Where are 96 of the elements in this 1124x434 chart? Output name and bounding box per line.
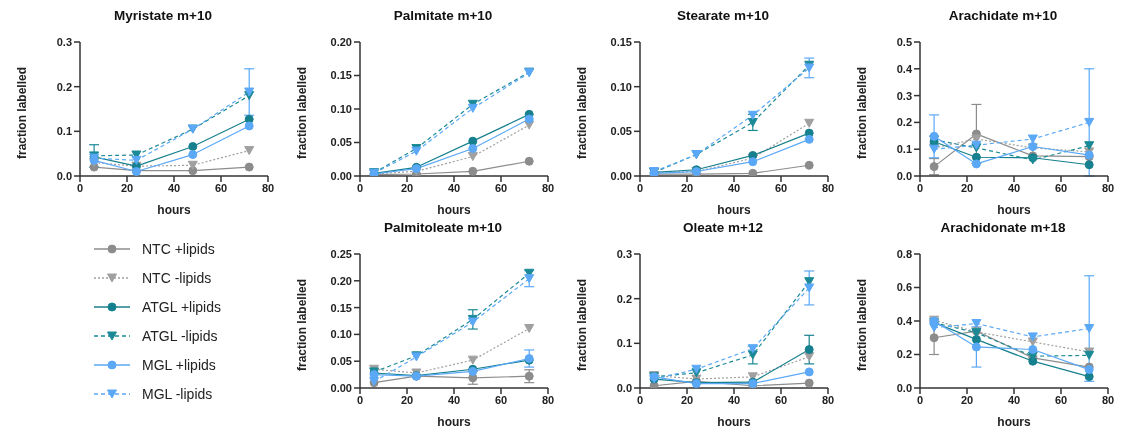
x-tick-label: 20 <box>680 181 694 194</box>
x-axis-title: hours <box>717 415 751 429</box>
y-tick-label: 0.20 <box>330 35 352 48</box>
y-tick-label: 0.15 <box>610 35 632 48</box>
chart-title: Arachidonate m+18 <box>939 220 1067 237</box>
y-tick-label: 0.00 <box>330 381 352 394</box>
y-tick-label: 0.3 <box>896 89 912 102</box>
x-tick-label: 0 <box>356 393 364 406</box>
y-tick-label: 0.05 <box>330 355 352 368</box>
chart-title: Myristate m+10 <box>113 8 213 25</box>
x-tick-label: 20 <box>400 181 414 194</box>
x-tick-label: 80 <box>261 181 275 194</box>
x-axis-title: hours <box>717 203 751 217</box>
y-axis-title: fraction labelled <box>15 66 30 159</box>
x-tick-label: 80 <box>1101 393 1115 406</box>
x-tick-label: 60 <box>214 181 228 194</box>
y-tick-label: 0.10 <box>610 80 632 93</box>
y-tick-label: 0.05 <box>610 125 632 138</box>
y-axis-title: fraction labelled <box>575 66 590 159</box>
x-tick-label: 20 <box>960 181 974 194</box>
x-tick-label: 80 <box>541 181 555 194</box>
x-tick-label: 60 <box>494 181 508 194</box>
x-tick-label: 80 <box>541 393 555 406</box>
x-tick-label: 20 <box>960 393 974 406</box>
y-tick-label: 0.4 <box>896 62 913 75</box>
y-tick-label: 0.15 <box>330 69 352 82</box>
y-tick-label: 0.0 <box>896 169 912 182</box>
chart-title: Stearate m+10 <box>676 8 770 25</box>
y-tick-label: 0.15 <box>330 301 352 314</box>
legend-label: NTC +lipids <box>142 240 215 257</box>
x-tick-label: 0 <box>636 393 644 406</box>
y-tick-label: 0.0 <box>896 381 912 394</box>
x-tick-label: 0 <box>916 181 924 194</box>
y-tick-label: 0.1 <box>56 125 72 138</box>
chart-title: Palmitate m+10 <box>392 8 494 25</box>
x-tick-label: 40 <box>727 393 741 406</box>
legend-label: ATGL +lipids <box>142 298 221 315</box>
x-tick-label: 20 <box>120 181 134 194</box>
x-tick-label: 80 <box>1101 181 1115 194</box>
x-tick-label: 60 <box>494 393 508 406</box>
x-tick-label: 60 <box>774 181 788 194</box>
x-axis-title: hours <box>437 203 471 217</box>
y-tick-label: 0.4 <box>896 314 913 327</box>
y-tick-label: 0.0 <box>616 381 632 394</box>
y-tick-label: 0.2 <box>56 80 72 93</box>
y-tick-label: 0.1 <box>616 337 632 350</box>
x-tick-label: 40 <box>447 181 461 194</box>
legend-label: MGL +lipids <box>142 356 216 373</box>
x-tick-label: 80 <box>821 393 835 406</box>
x-tick-label: 40 <box>727 181 741 194</box>
x-tick-label: 40 <box>1007 181 1021 194</box>
y-tick-label: 0.20 <box>330 274 352 287</box>
x-tick-label: 0 <box>76 181 84 194</box>
y-tick-label: 0.10 <box>330 102 352 115</box>
legend-label: ATGL -lipids <box>142 327 218 344</box>
x-axis-title: hours <box>997 415 1031 429</box>
y-tick-label: 0.8 <box>896 247 912 260</box>
y-axis-title: fraction labelled <box>855 278 870 371</box>
x-tick-label: 20 <box>400 393 414 406</box>
y-tick-label: 0.1 <box>896 143 912 156</box>
y-tick-label: 0.2 <box>616 292 632 305</box>
y-tick-label: 0.5 <box>896 35 912 48</box>
x-tick-label: 0 <box>636 181 644 194</box>
y-axis-title: fraction labelled <box>295 66 310 159</box>
chart-title: Palmitoleate m+10 <box>382 220 504 237</box>
x-tick-label: 80 <box>821 181 835 194</box>
y-tick-label: 0.25 <box>330 247 352 260</box>
y-axis-title: fraction labelled <box>855 66 870 159</box>
x-axis-title: hours <box>997 203 1031 217</box>
x-tick-label: 40 <box>447 393 461 406</box>
y-tick-label: 0.6 <box>896 281 912 294</box>
x-tick-label: 40 <box>167 181 181 194</box>
x-axis-title: hours <box>437 415 471 429</box>
y-tick-label: 0.0 <box>56 169 72 182</box>
x-tick-label: 0 <box>356 181 364 194</box>
y-tick-label: 0.00 <box>610 169 632 182</box>
y-tick-label: 0.2 <box>896 348 912 361</box>
x-tick-label: 20 <box>680 393 694 406</box>
y-tick-label: 0.00 <box>330 169 352 182</box>
y-axis-title: fraction labelled <box>295 278 310 371</box>
chart-title: Arachidate m+10 <box>947 8 1059 25</box>
x-tick-label: 40 <box>1007 393 1021 406</box>
y-tick-label: 0.10 <box>330 328 352 341</box>
x-tick-label: 0 <box>916 393 924 406</box>
y-tick-label: 0.2 <box>896 116 912 129</box>
x-tick-label: 60 <box>1054 181 1068 194</box>
legend-label: MGL -lipids <box>142 385 213 402</box>
y-tick-label: 0.3 <box>616 247 632 260</box>
chart-title: Oleate m+12 <box>682 220 764 237</box>
y-tick-label: 0.05 <box>330 136 352 149</box>
x-tick-label: 60 <box>1054 393 1068 406</box>
y-tick-label: 0.3 <box>56 35 72 48</box>
x-tick-label: 60 <box>774 393 788 406</box>
y-axis-title: fraction labelled <box>575 278 590 371</box>
x-axis-title: hours <box>157 203 191 217</box>
legend-label: NTC -lipids <box>142 269 212 286</box>
